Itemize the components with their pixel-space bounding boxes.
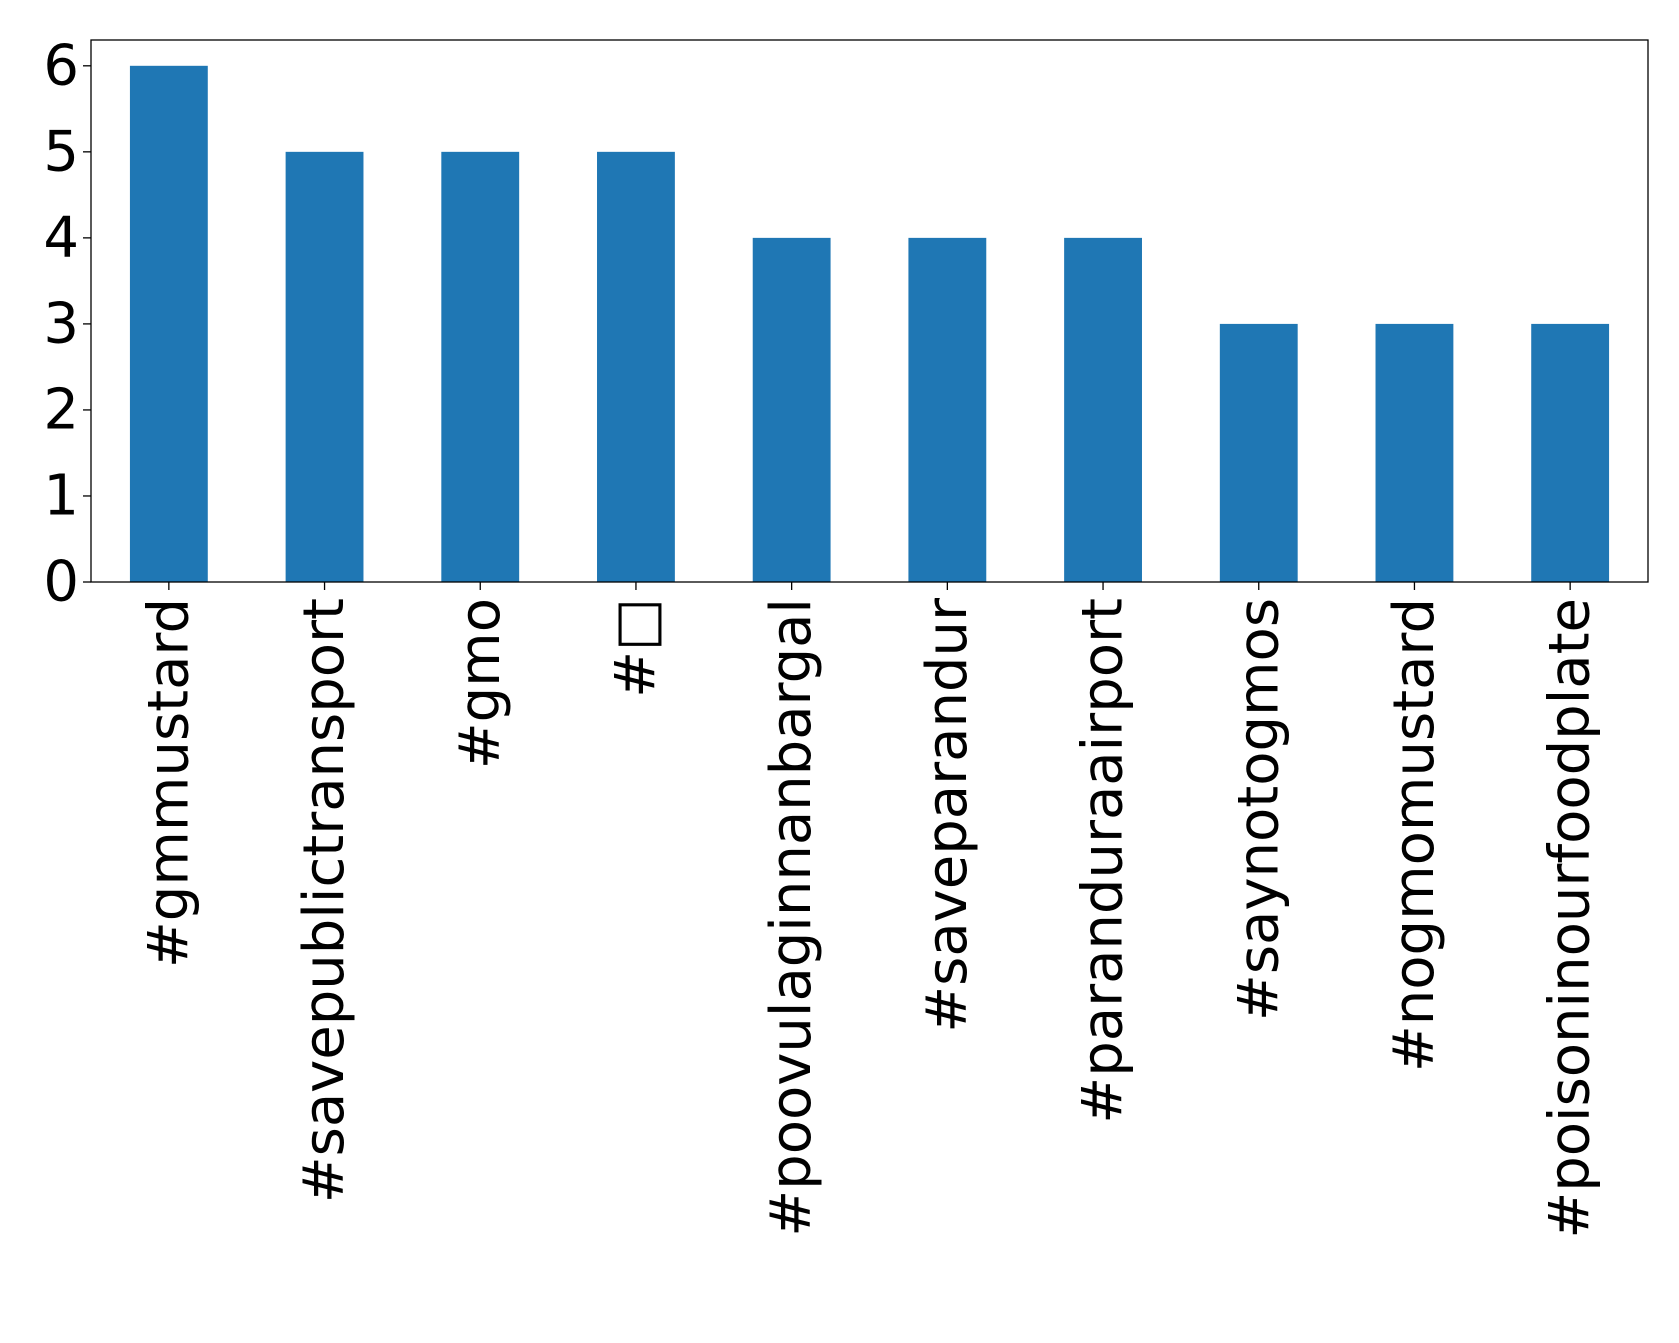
- bar: [1064, 237, 1142, 582]
- bar: [1219, 323, 1298, 582]
- bar: [1375, 323, 1454, 582]
- x-tick-label: #paranduraairport: [1071, 598, 1136, 1124]
- bar: [285, 151, 364, 582]
- y-tick-label: 4: [43, 205, 79, 270]
- y-axis-ticks: 0 1 2 3 4 5 6: [43, 33, 91, 615]
- bar: [1531, 323, 1610, 582]
- x-axis-ticks: #gmmustard #savepublictransport #gmo #□ #poo…: [136, 582, 1603, 1239]
- plot-frame: [90, 39, 1649, 583]
- y-tick-label: 2: [43, 377, 79, 442]
- x-tick-label: #poovulaginnanbargal: [759, 598, 824, 1237]
- y-tick-label: 1: [43, 463, 79, 528]
- x-tick-label: #□: [603, 598, 668, 698]
- bars-group: [129, 65, 1610, 582]
- bar: [129, 65, 208, 582]
- x-tick-label: #saveparandur: [915, 597, 980, 1033]
- bar: [908, 237, 987, 582]
- bar: [441, 151, 520, 582]
- x-tick-label: #saynotogmos: [1226, 598, 1291, 1021]
- y-tick-label: 3: [43, 291, 79, 356]
- y-tick-label: 6: [43, 33, 79, 98]
- x-tick-label: #poisoninourfoodplate: [1538, 598, 1603, 1239]
- x-tick-label: #nogmomustard: [1382, 598, 1447, 1072]
- y-tick-label: 0: [43, 550, 79, 615]
- x-tick-label: #gmo: [448, 598, 513, 769]
- x-tick-label: #gmmustard: [136, 598, 201, 968]
- y-tick-label: 5: [43, 119, 79, 184]
- bar: [597, 151, 675, 582]
- bar: [752, 237, 831, 582]
- x-tick-label: #savepublictransport: [292, 598, 357, 1203]
